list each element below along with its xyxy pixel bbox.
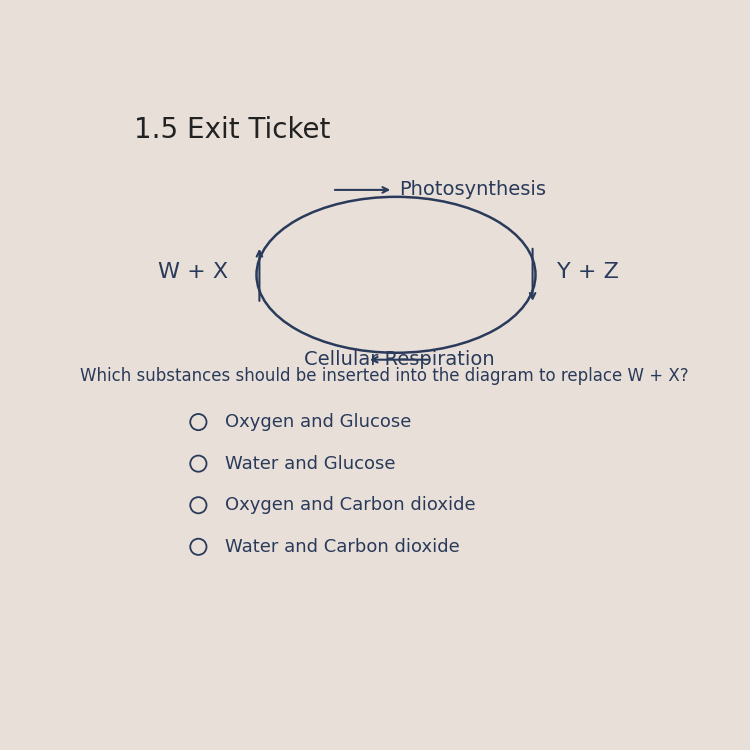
- Text: 1.5 Exit Ticket: 1.5 Exit Ticket: [134, 116, 331, 144]
- Text: Photosynthesis: Photosynthesis: [399, 181, 546, 200]
- Text: Which substances should be inserted into the diagram to replace W + X?: Which substances should be inserted into…: [80, 367, 688, 385]
- Text: Y + Z: Y + Z: [556, 262, 619, 282]
- Text: Oxygen and Glucose: Oxygen and Glucose: [224, 413, 411, 431]
- Text: Oxygen and Carbon dioxide: Oxygen and Carbon dioxide: [224, 496, 476, 514]
- Text: Water and Glucose: Water and Glucose: [224, 454, 395, 472]
- Text: Cellular Respiration: Cellular Respiration: [304, 350, 494, 369]
- Text: W + X: W + X: [158, 262, 228, 282]
- Text: Water and Carbon dioxide: Water and Carbon dioxide: [224, 538, 459, 556]
